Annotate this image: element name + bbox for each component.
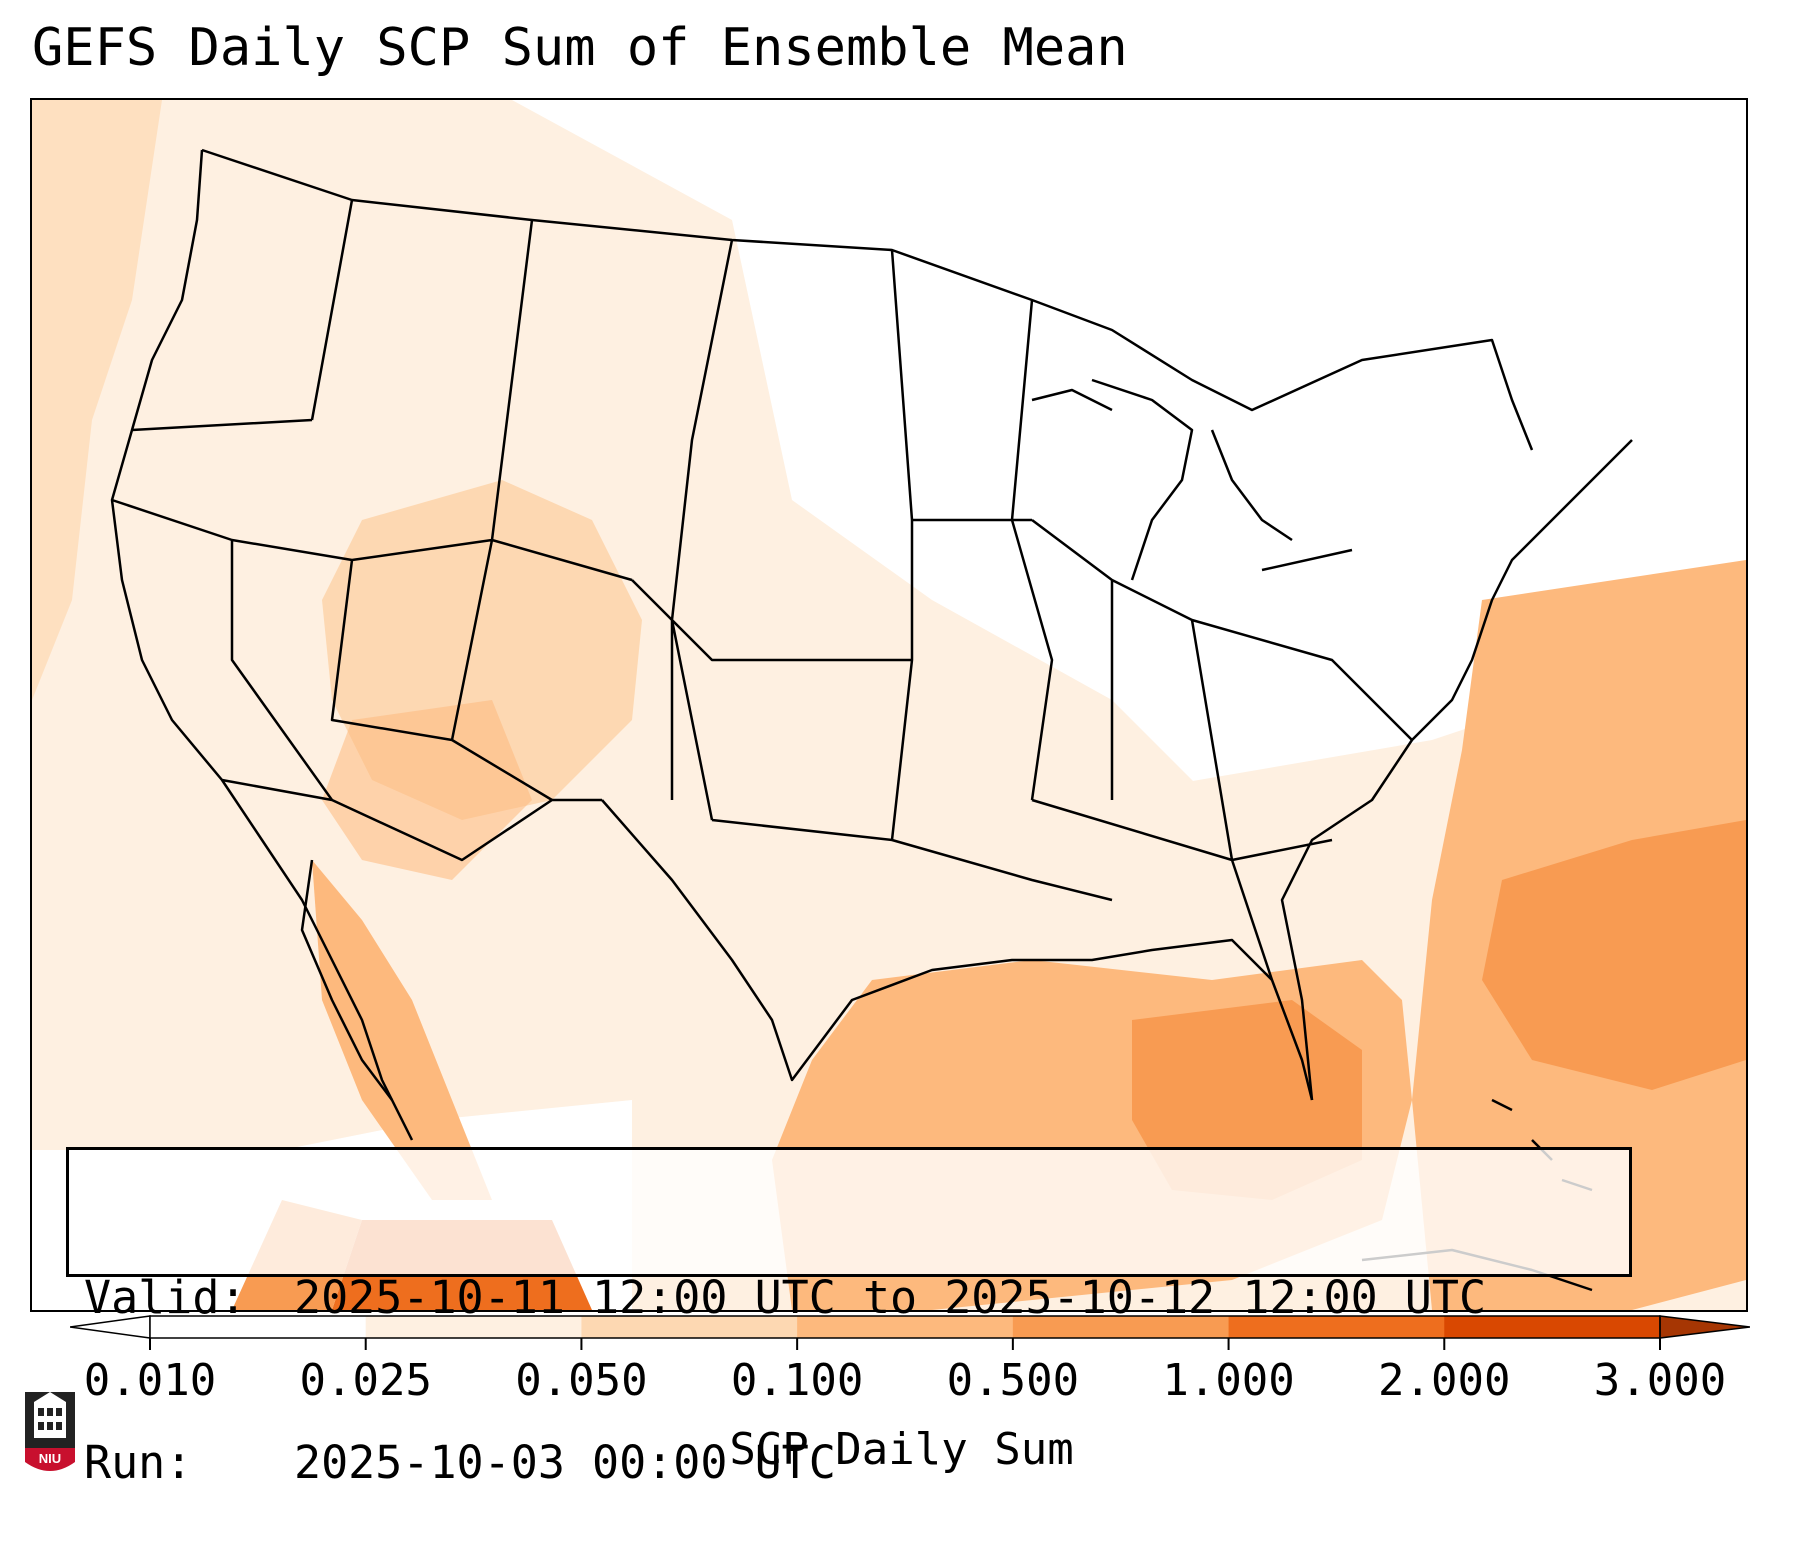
- colorbar-tick-label: 0.100: [730, 1355, 864, 1406]
- colorbar-segment: [1012, 1316, 1230, 1338]
- run-value: 2025-10-03 00:00 UTC: [294, 1436, 836, 1489]
- state-lines: [111, 199, 1413, 981]
- colorbar-tick-label: 3.000: [1593, 1355, 1727, 1406]
- us-mexico-border: [221, 778, 602, 862]
- colorbar-border: [149, 1315, 1661, 1339]
- colorbar-segment: [150, 1316, 367, 1338]
- colorbar-extend-high: [1659, 1315, 1750, 1339]
- valid-line: Valid: 2025-10-11 12:00 UTC to 2025-10-12…: [84, 1270, 1614, 1325]
- atlantic-coast: [1280, 439, 1633, 1101]
- colorbar-label: SCP Daily Sum: [729, 1424, 1074, 1475]
- shade-arizona: [322, 700, 532, 880]
- colorbar: [70, 1315, 1750, 1350]
- baja-coast: [300, 859, 393, 1101]
- gulf-coast: [601, 799, 1314, 1101]
- colorbar-segment: [1228, 1316, 1445, 1338]
- colorbar-extend-low: [70, 1315, 151, 1339]
- colorbar-segment: [365, 1316, 582, 1338]
- colorbar-segment: [797, 1316, 1014, 1338]
- niu-logo: NIU: [25, 1392, 75, 1471]
- logo-text: NIU: [39, 1451, 61, 1466]
- colorbar-segment: [581, 1316, 798, 1338]
- map-panel: [30, 98, 1748, 1312]
- great-lakes: [1031, 378, 1353, 581]
- run-label: Run:: [84, 1436, 193, 1489]
- colorbar-segment: [1444, 1316, 1661, 1338]
- map-title: GEFS Daily SCP Sum of Ensemble Mean: [32, 18, 1128, 78]
- colorbar-tick-label: 0.010: [83, 1355, 217, 1406]
- shade-gulf-california: [312, 860, 492, 1200]
- colorbar-tick-label: 0.500: [946, 1355, 1080, 1406]
- colorbar-tick-label: 2.000: [1378, 1355, 1511, 1406]
- run-line: Run: 2025-10-03 00:00 UTC: [84, 1435, 1614, 1490]
- colorbar-tick-label: 0.050: [515, 1355, 648, 1406]
- colorbar-tick-label: 0.025: [299, 1355, 432, 1406]
- colorbar-tick-label: 1.000: [1162, 1355, 1295, 1406]
- shade-atlantic-core: [1482, 820, 1746, 1090]
- pacific-coast: [110, 149, 414, 1141]
- shade-pacific-band: [32, 100, 162, 700]
- valid-value: 2025-10-11 12:00 UTC to 2025-10-12 12:00…: [294, 1271, 1487, 1324]
- valid-run-box: Valid: 2025-10-11 12:00 UTC to 2025-10-12…: [66, 1147, 1632, 1489]
- scp-shading: [32, 100, 1746, 1310]
- valid-label: Valid:: [84, 1271, 247, 1324]
- scp-map: [32, 100, 1746, 1310]
